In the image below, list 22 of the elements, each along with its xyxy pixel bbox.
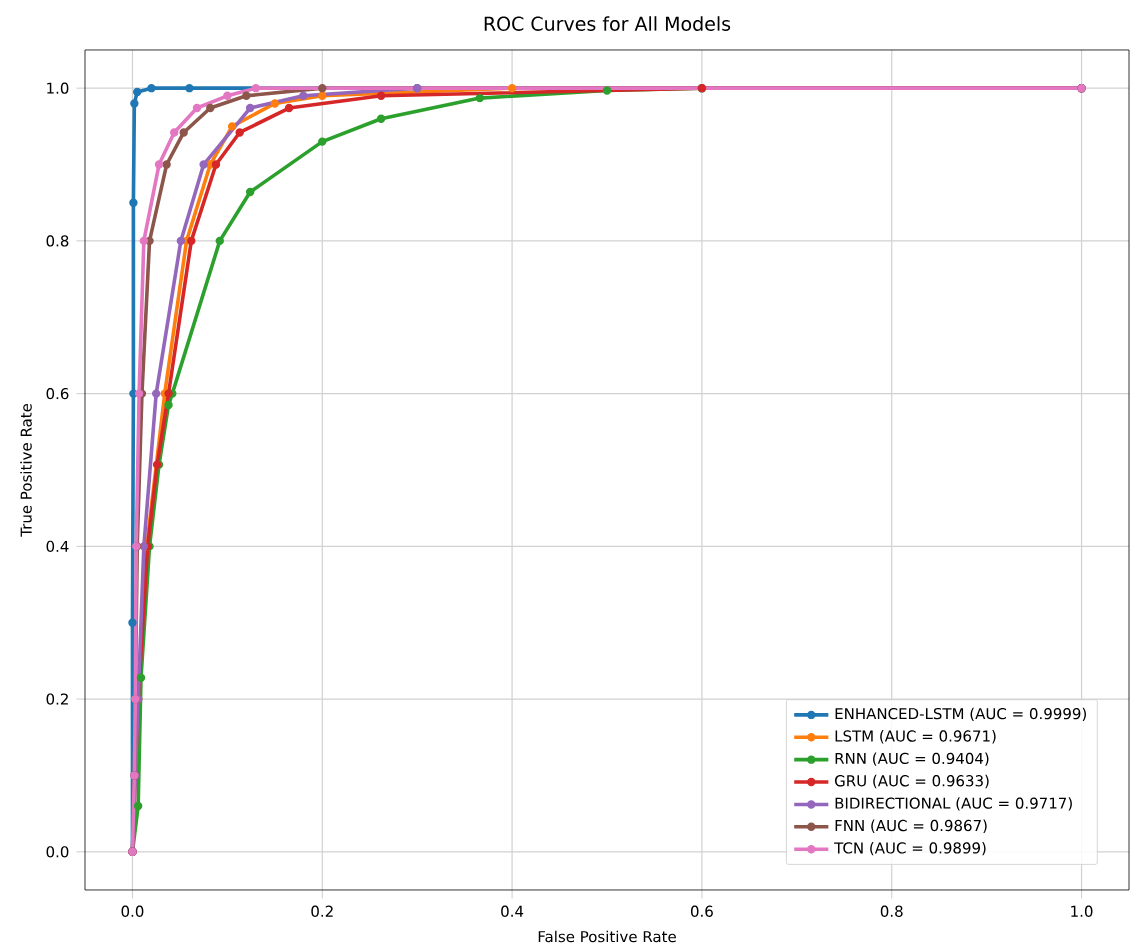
legend-label: LSTM (AUC = 0.9671) [835,730,996,744]
legend-label: FNN (AUC = 0.9867) [835,819,987,834]
legend-label: GRU (AUC = 0.9633) [835,774,989,789]
y-tick-label: 0.0 [46,846,69,858]
y-axis-title: True Positive Rate [20,403,32,537]
x-tick-label: 0.4 [501,905,524,917]
chart-title: ROC Curves for All Models [484,16,731,31]
y-tick-label: 1.0 [47,82,69,94]
y-tick-label: 0.6 [46,387,69,400]
legend-label: BIDIRECTIONAL (AUC = 0.9717) [835,797,1072,811]
x-tick-label: 0.0 [121,905,144,917]
x-tick-label: 0.2 [311,905,333,917]
legend-label: RNN (AUC = 0.9404) [835,752,989,766]
x-tick-label: 0.8 [880,905,903,917]
x-axis-title: False Positive Rate [538,930,676,943]
legend-label: ENHANCED-LSTM (AUC = 0.9999) [835,707,1086,722]
x-tick-label: 1.0 [1071,905,1093,917]
legend-label: TCN (AUC = 0.9899) [834,842,986,856]
y-tick-label: 0.2 [46,693,68,705]
y-tick-label: 0.4 [46,540,69,553]
y-tick-label: 0.8 [46,235,69,247]
x-tick-label: 0.6 [690,905,713,917]
